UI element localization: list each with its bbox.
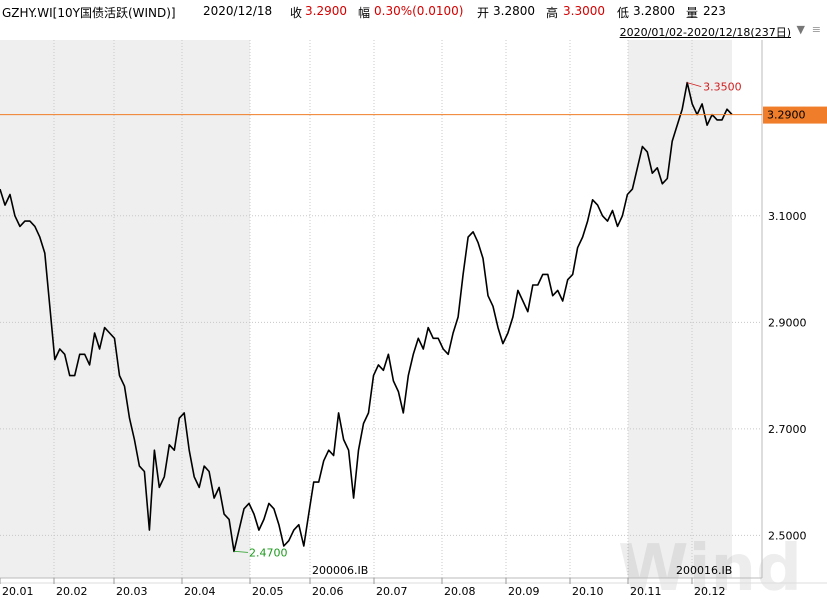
change-label: 幅 [358, 6, 371, 20]
x-tick-label: 20.08 [444, 585, 476, 598]
date-range-selector[interactable]: 2020/01/02-2020/12/18(237日) ▼ ≡ [587, 22, 827, 39]
max-value-label: 3.3500 [703, 81, 742, 94]
quote-date: 2020/12/18 [203, 4, 273, 18]
close-value: 3.2900 [305, 4, 347, 18]
high-value: 3.3000 [563, 4, 605, 18]
quote-header: GZHY.WI[10Y国债活跃(WIND)] 2020/12/18 收 3.29… [0, 0, 827, 22]
month-shade-band [692, 40, 732, 578]
close-label: 收 [290, 6, 303, 20]
series-line [0, 81, 733, 553]
security-code: GZHY.WI[10Y国债活跃(WIND)] [2, 6, 176, 20]
x-tick-label: 20.04 [184, 585, 216, 598]
date-range-text[interactable]: 2020/01/02-2020/12/18(237日) [619, 26, 791, 39]
y-tick-label: 2.5000 [768, 529, 807, 542]
x-tick-label: 20.09 [508, 585, 540, 598]
change-value: 0.30%(0.0100) [374, 4, 464, 18]
volume-value: 223 [703, 4, 726, 18]
wind-watermark: Wind [618, 532, 802, 605]
x-tick-label: 20.06 [312, 585, 344, 598]
x-tick-label: 20.07 [376, 585, 408, 598]
series-line-group [0, 81, 733, 553]
menu-icon[interactable]: ≡ [811, 23, 821, 36]
y-tick-label: 2.7000 [768, 423, 807, 436]
contract-label: 200016.IB [676, 564, 732, 577]
x-tick-label: 20.10 [572, 585, 604, 598]
month-shading [0, 40, 732, 578]
low-label: 低 [617, 6, 630, 20]
y-tick-label: 2.9000 [768, 316, 807, 329]
x-tick-label: 20.03 [116, 585, 148, 598]
open-label: 开 [477, 6, 490, 20]
month-shade-band [182, 40, 250, 578]
axes: 3.1000 2.9000 2.7000 2.5000 20.01 20.02 20.03 2… [0, 40, 827, 598]
max-leader-line [687, 82, 702, 87]
month-shade-band [114, 40, 182, 578]
x-tick-label: 20.11 [630, 585, 662, 598]
high-label: 高 [546, 6, 559, 20]
low-value: 3.2800 [633, 4, 675, 18]
dropdown-arrow-icon[interactable]: ▼ [796, 23, 805, 36]
current-price-label: 3.2900 [767, 109, 806, 122]
x-tick-label: 20.01 [2, 585, 34, 598]
x-tick-label: 20.02 [56, 585, 88, 598]
open-value: 3.2800 [493, 4, 535, 18]
min-value-label: 2.4700 [249, 546, 288, 559]
x-tick-label: 20.12 [694, 585, 726, 598]
month-shade-band [628, 40, 692, 578]
annotations: 3.2900 3.3500 2.4700 [0, 81, 827, 559]
grid-lines [0, 40, 762, 578]
month-shade-band [54, 40, 114, 578]
volume-label: 量 [686, 6, 699, 20]
current-price-box [763, 106, 827, 124]
y-tick-label: 3.1000 [768, 210, 807, 223]
min-leader-line [234, 550, 249, 553]
month-shade-band [0, 40, 54, 578]
x-tick-label: 20.05 [252, 585, 284, 598]
contract-label: 200006.IB [312, 564, 368, 577]
